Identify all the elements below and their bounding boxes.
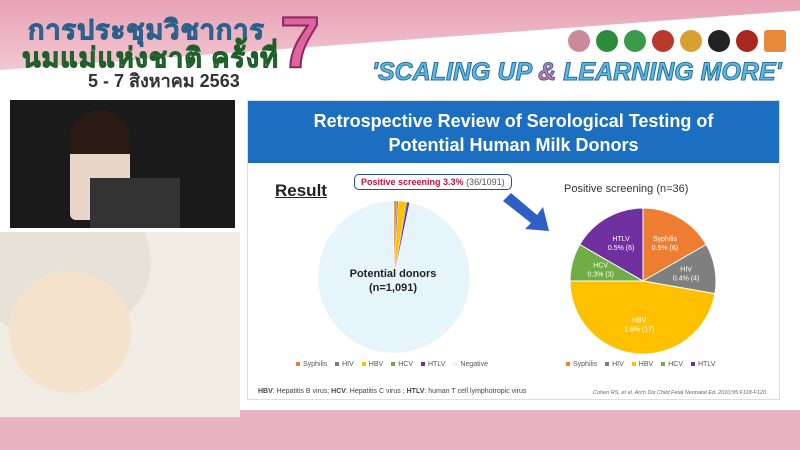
- conference-subtitle: นมแม่แห่งชาติ ครั้งที่: [22, 43, 279, 74]
- organization-logo-icon: [736, 30, 758, 52]
- conference-title: การประชุมวิชาการ: [28, 15, 265, 46]
- positive-screening-callout: Positive screening 3.3% (36/1091): [354, 174, 512, 190]
- pie-slice-negative: [317, 200, 471, 354]
- tagline: 'SCALING UP & LEARNING MORE': [371, 58, 782, 87]
- right-pie-legend: Syphilis HIV HBV HCV HTLV: [566, 361, 715, 368]
- right-pie-title: Positive screening (n=36): [564, 183, 689, 195]
- pie-data-label: HBV: [632, 318, 647, 325]
- sponsor-logos: [568, 30, 786, 52]
- arrow-icon: [503, 193, 549, 231]
- legend-item: HIV: [335, 361, 354, 368]
- legend-item: HTLV: [420, 361, 445, 368]
- pie-charts: Syphilis 0.5% (6) HIV 0.4% (4) HBV 1.6% (17) H…: [317, 200, 717, 355]
- university-logo-icon: [708, 30, 730, 52]
- legend-item: Negative: [453, 361, 488, 368]
- child-photo: [0, 232, 240, 417]
- pie-slice-htlv: [579, 207, 644, 282]
- edition-number: 7: [279, 2, 321, 84]
- pie-data-label: 0.4% (4): [673, 275, 699, 282]
- pie-data-label: Syphilis: [653, 236, 678, 243]
- legend-item: HCV: [661, 361, 683, 368]
- slide-title: Retrospective Review of Serological Test…: [248, 101, 779, 163]
- royal-college-logo-icon: [652, 30, 674, 52]
- speaker-video: [10, 100, 235, 228]
- abbreviation-footnote: HBV: Hepatitis B virus; HCV: Hepatitis C…: [258, 388, 527, 395]
- left-pie-center-label: Potential donors (n=1,091): [349, 268, 437, 294]
- legend-item: HBV: [631, 361, 653, 368]
- legend-item: Syphilis: [566, 361, 597, 368]
- presentation-slide: Retrospective Review of Serological Test…: [247, 100, 780, 400]
- pie-data-label: HCV: [593, 263, 608, 270]
- legend-item: HTLV: [690, 361, 715, 368]
- podium: [90, 178, 180, 228]
- left-pie-legend: Syphilis HIV HBV HCV HTLV Negative: [296, 361, 488, 368]
- pie-data-label: 0.5% (6): [608, 245, 634, 252]
- legend-item: HBV: [361, 361, 383, 368]
- pie-data-label: HIV: [680, 266, 692, 273]
- breastfeeding-logo-icon: [568, 30, 590, 52]
- moh-logo-icon: [624, 30, 646, 52]
- citation: Cohen RS, et al. Arch Dis Child Fetal Ne…: [593, 390, 768, 396]
- thaihealth-logo-icon: [764, 30, 786, 52]
- pie-data-label: 1.6% (17): [624, 327, 654, 334]
- conference-dates: 5 - 7 สิงหาคม 2563: [88, 71, 240, 91]
- legend-item: HIV: [605, 361, 624, 368]
- moh-logo-icon: [596, 30, 618, 52]
- pie-slice-syphilis: [642, 207, 707, 282]
- pie-data-label: 0.5% (6): [652, 245, 678, 252]
- pie-data-label: HTLV: [612, 236, 630, 243]
- pie-data-label: 0.3% (3): [587, 272, 613, 279]
- pie-slice-hbv: [569, 280, 716, 355]
- legend-item: HCV: [391, 361, 413, 368]
- royal-college-logo-icon: [680, 30, 702, 52]
- result-heading: Result: [275, 181, 327, 200]
- legend-item: Syphilis: [296, 361, 327, 368]
